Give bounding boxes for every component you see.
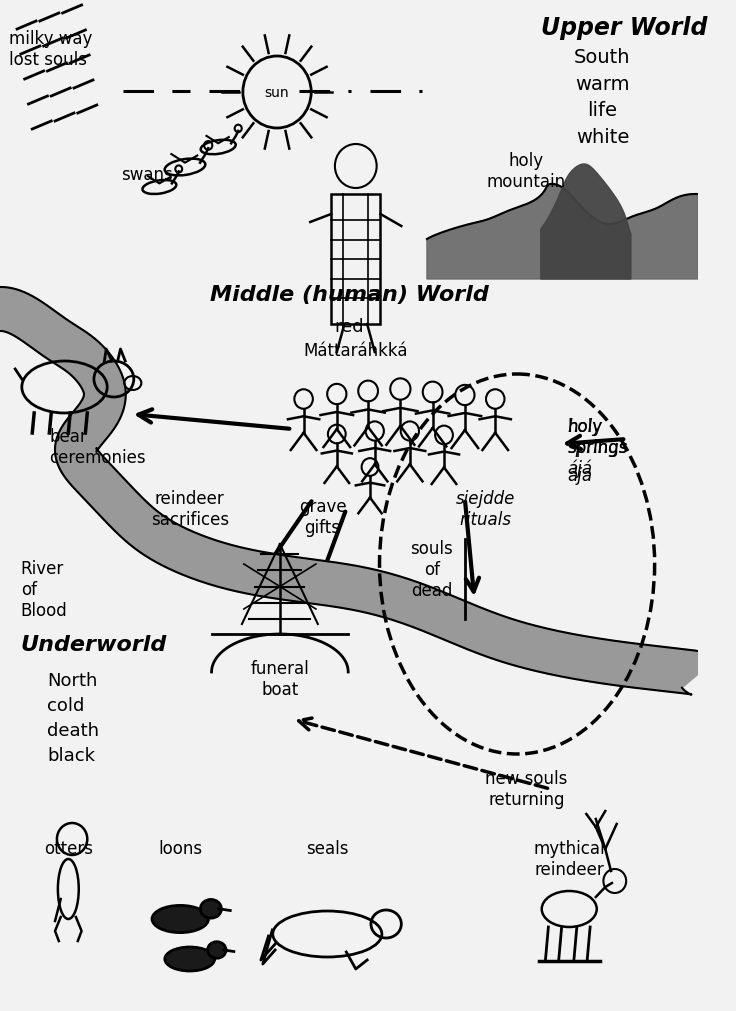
Text: Underworld: Underworld xyxy=(21,634,167,654)
Text: holy
springs: holy springs xyxy=(567,418,628,456)
Text: siejdde
rituals: siejdde rituals xyxy=(456,489,515,529)
Text: funeral
boat: funeral boat xyxy=(250,659,309,699)
Text: milky way
lost souls: milky way lost souls xyxy=(10,30,93,69)
Text: bear
ceremonies: bear ceremonies xyxy=(49,428,146,466)
Text: otters: otters xyxy=(44,839,93,857)
Polygon shape xyxy=(0,288,715,695)
Text: Middle (human) World: Middle (human) World xyxy=(210,285,489,304)
Text: seals: seals xyxy=(306,839,349,857)
Ellipse shape xyxy=(152,906,208,933)
Text: sun: sun xyxy=(265,86,289,100)
Text: reindeer
sacrifices: reindeer sacrifices xyxy=(151,489,229,529)
Ellipse shape xyxy=(165,947,215,971)
Text: mythical
reindeer: mythical reindeer xyxy=(534,839,605,878)
Text: swans: swans xyxy=(121,166,173,184)
Text: holy
springs
ájá: holy springs ájá xyxy=(567,418,628,478)
Text: loons: loons xyxy=(158,839,202,857)
Text: North
cold
death
black: North cold death black xyxy=(47,671,99,764)
Text: holy
mountain: holy mountain xyxy=(487,152,566,191)
Text: new souls
returning: new souls returning xyxy=(485,769,567,808)
Polygon shape xyxy=(427,185,698,280)
Text: South
warm
life
white: South warm life white xyxy=(574,48,631,147)
Text: red: red xyxy=(334,317,364,336)
Bar xyxy=(331,195,381,325)
Text: ája: ája xyxy=(567,465,592,484)
Text: River
of
Blood: River of Blood xyxy=(21,559,68,619)
Polygon shape xyxy=(541,165,631,280)
Text: Máttaráhkká: Máttaráhkká xyxy=(303,342,408,360)
Text: grave
gifts: grave gifts xyxy=(299,497,347,536)
Ellipse shape xyxy=(200,900,222,918)
Text: Upper World: Upper World xyxy=(541,16,707,40)
Ellipse shape xyxy=(208,942,226,958)
Text: souls
of
dead: souls of dead xyxy=(410,540,453,599)
